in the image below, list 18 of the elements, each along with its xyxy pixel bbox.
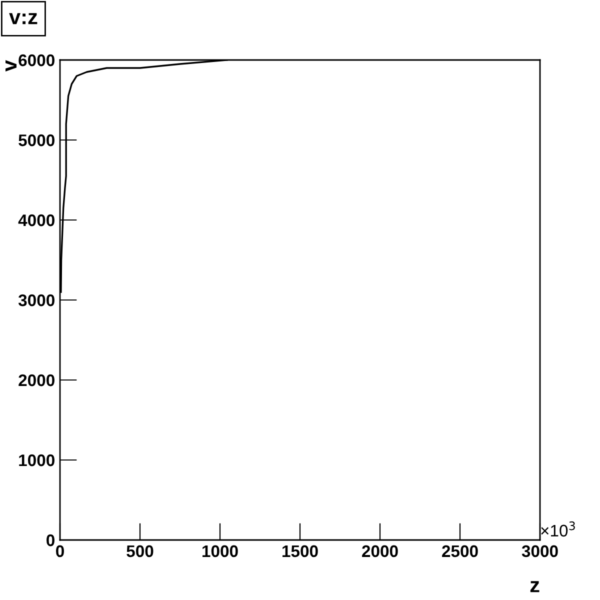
x-tick-label: 0 — [56, 545, 64, 558]
x-tick-label: 1500 — [282, 545, 318, 558]
y-axis-title: v — [6, 60, 17, 72]
y-tick-label: 3000 — [18, 294, 54, 306]
y-tick-label: 2000 — [18, 374, 54, 386]
x-axis-title: z — [530, 581, 540, 592]
chart-title: v:z — [9, 13, 38, 24]
text: ×10$^{3}$ — [541, 521, 575, 537]
y-tick-label: 6000 — [18, 54, 54, 66]
x-tick-label: 1000 — [202, 545, 238, 558]
x-tick-label: 2000 — [362, 545, 398, 558]
x-tick-label: 3000 — [522, 545, 558, 558]
x-tick-label: 500 — [126, 545, 154, 558]
y-tick-label: 5000 — [18, 134, 54, 146]
y-tick-label: 4000 — [18, 214, 54, 226]
y-tick-label: 0 — [46, 534, 54, 546]
y-tick-label: 1000 — [19, 454, 54, 466]
x-tick-label: 2500 — [442, 545, 478, 558]
